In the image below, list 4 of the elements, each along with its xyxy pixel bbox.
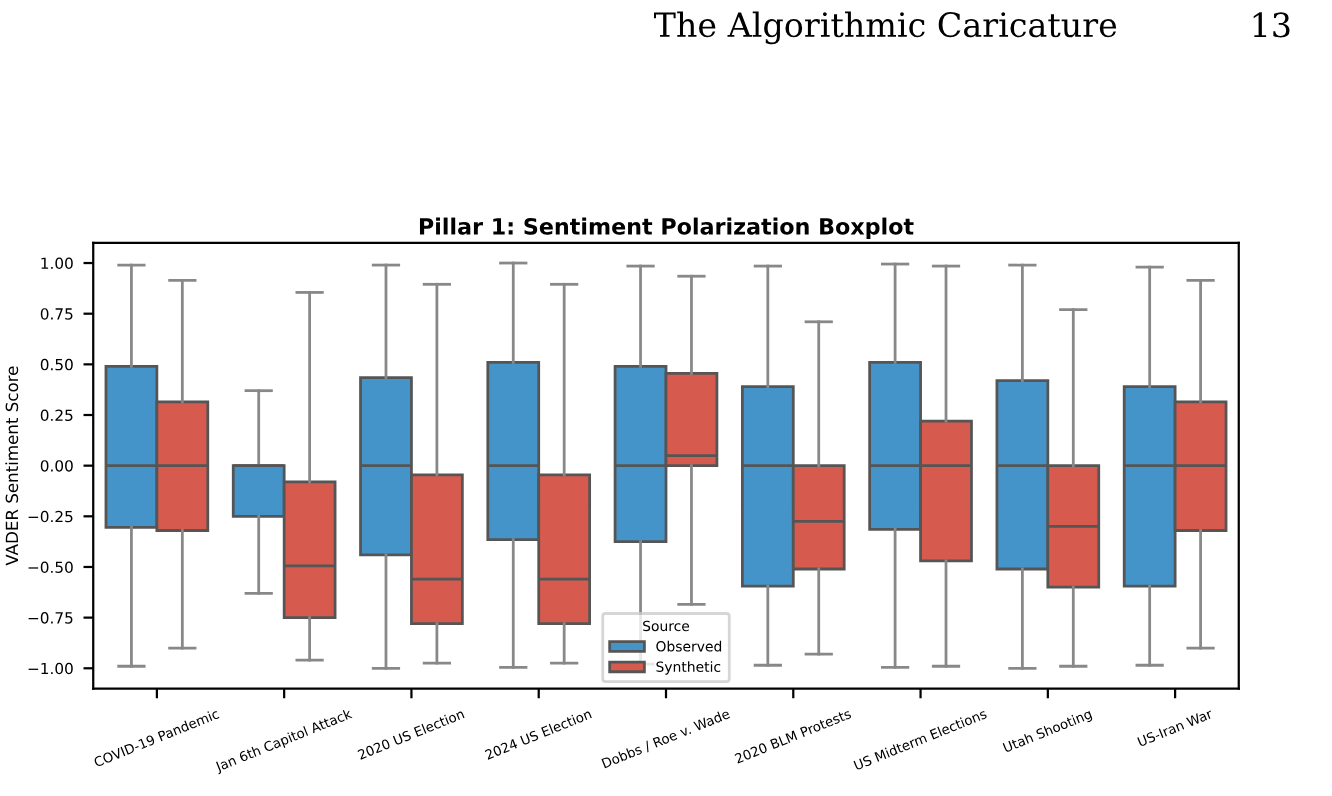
chart-title: Pillar 1: Sentiment Polarization Boxplot <box>419 217 914 240</box>
y-axis-title: VADER Sentiment Score <box>5 366 19 566</box>
text: The Algorithmic Caricature <box>654 11 1117 45</box>
text: 13 <box>1253 12 1290 38</box>
